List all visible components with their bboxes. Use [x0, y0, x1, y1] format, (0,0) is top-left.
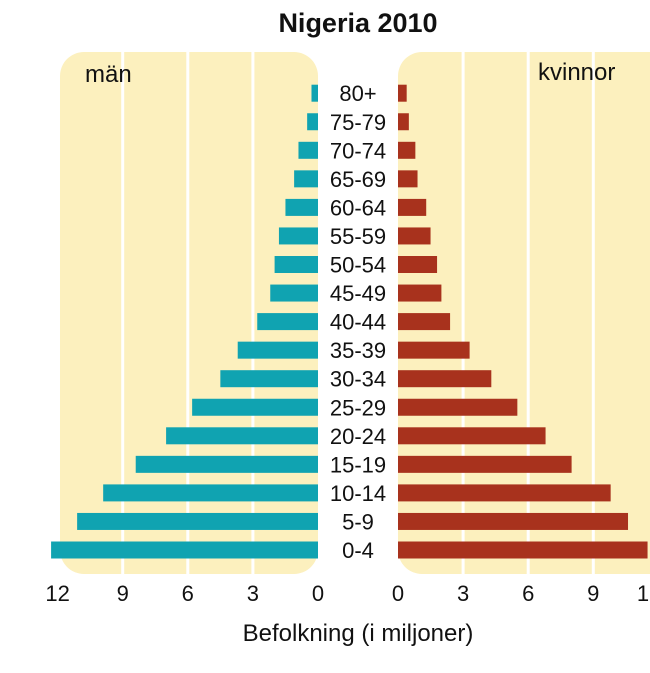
x-tick-left: 0	[312, 581, 324, 606]
age-group-labels: 0-4 5-9 10-14 15-19 20-24 25-29 30-34 35-39 40-4…	[330, 81, 386, 563]
bar-women-25-29	[398, 398, 518, 416]
x-tick-left: 6	[182, 581, 194, 606]
legend-label-men: män	[85, 61, 132, 88]
bar-women-45-49	[398, 284, 442, 302]
bar-women-35-39	[398, 341, 470, 359]
bar-men-70-74	[298, 141, 318, 159]
bar-men-65-69	[294, 170, 318, 188]
age-label-65-69: 65-69	[330, 167, 386, 192]
x-tick-right: 1	[637, 581, 649, 606]
bar-women-40-44	[398, 313, 451, 331]
chart-title: Nigeria 2010	[278, 8, 437, 38]
x-tick-right: 9	[587, 581, 599, 606]
bar-women-50-54	[398, 256, 438, 273]
bar-women-55-59	[398, 227, 431, 245]
bar-men-40-44	[257, 313, 318, 331]
bar-men-45-49	[270, 284, 318, 302]
age-label-75-79: 75-79	[330, 110, 386, 135]
age-label-10-14: 10-14	[330, 481, 386, 506]
bar-women-0-4	[398, 541, 648, 559]
bar-men-10-14	[103, 484, 318, 502]
bar-women-20-24	[398, 427, 546, 445]
age-label-30-34: 30-34	[330, 367, 386, 392]
age-label-5-9: 5-9	[342, 509, 374, 534]
bar-men-20-24	[166, 427, 318, 445]
age-label-20-24: 20-24	[330, 424, 386, 449]
x-tick-left: 3	[247, 581, 259, 606]
bar-women-65-69	[398, 170, 418, 188]
age-label-45-49: 45-49	[330, 281, 386, 306]
x-axis-label: Befolkning (i miljoner)	[243, 620, 474, 647]
bar-men-25-29	[192, 398, 318, 416]
bar-men-60-64	[285, 198, 318, 216]
x-tick-left: 9	[117, 581, 129, 606]
legend-label-women: kvinnor	[538, 59, 615, 86]
x-tick-right: 3	[457, 581, 469, 606]
age-label-40-44: 40-44	[330, 310, 386, 335]
age-label-80+: 80+	[339, 81, 376, 106]
age-label-0-4: 0-4	[342, 538, 374, 563]
x-tick-right: 6	[522, 581, 534, 606]
bar-men-5-9	[77, 512, 318, 530]
bar-men-55-59	[278, 227, 318, 245]
age-label-55-59: 55-59	[330, 224, 386, 249]
bar-women-70-74	[398, 141, 416, 159]
bar-women-5-9	[398, 512, 629, 530]
bar-men-35-39	[237, 341, 318, 359]
bar-women-30-34	[398, 370, 492, 388]
age-label-60-64: 60-64	[330, 195, 386, 220]
bar-men-75-79	[307, 113, 318, 131]
bar-women-15-19	[398, 455, 572, 473]
bar-men-0-4	[51, 541, 319, 559]
x-tick-left: 12	[45, 581, 69, 606]
bar-women-75-79	[398, 113, 409, 131]
bar-men-50-54	[274, 256, 318, 273]
age-label-25-29: 25-29	[330, 395, 386, 420]
bars	[51, 84, 648, 559]
x-tick-labels: 12 9 6 3 0 0 3 6 9 1	[45, 581, 649, 606]
bar-women-10-14	[398, 484, 611, 502]
age-label-50-54: 50-54	[330, 253, 386, 278]
x-tick-right: 0	[392, 581, 404, 606]
bar-women-60-64	[398, 198, 427, 216]
bar-men-80+	[311, 84, 318, 102]
age-label-35-39: 35-39	[330, 338, 386, 363]
bar-men-15-19	[135, 455, 318, 473]
age-label-70-74: 70-74	[330, 138, 386, 163]
age-label-15-19: 15-19	[330, 452, 386, 477]
bar-men-30-34	[220, 370, 318, 388]
bar-women-80+	[398, 84, 407, 102]
